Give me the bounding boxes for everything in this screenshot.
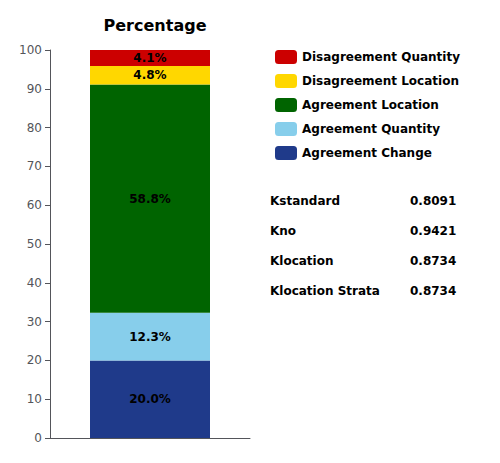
svg-text:Agreement Change: Agreement Change bbox=[302, 146, 432, 160]
svg-text:Disagreement Location: Disagreement Location bbox=[302, 74, 459, 88]
svg-text:70: 70 bbox=[27, 159, 42, 173]
svg-text:0: 0 bbox=[34, 431, 42, 445]
svg-text:58.8%: 58.8% bbox=[129, 192, 171, 206]
svg-text:60: 60 bbox=[27, 198, 42, 212]
svg-text:0.8091: 0.8091 bbox=[410, 194, 456, 208]
svg-text:Klocation: Klocation bbox=[270, 254, 334, 268]
svg-text:0.8734: 0.8734 bbox=[410, 284, 456, 298]
svg-text:0.9421: 0.9421 bbox=[410, 224, 456, 238]
svg-text:0.8734: 0.8734 bbox=[410, 254, 456, 268]
svg-text:20: 20 bbox=[27, 353, 42, 367]
svg-text:10: 10 bbox=[27, 392, 42, 406]
svg-text:4.8%: 4.8% bbox=[133, 68, 166, 82]
svg-text:Percentage: Percentage bbox=[104, 16, 207, 35]
svg-text:Disagreement Quantity: Disagreement Quantity bbox=[302, 50, 460, 64]
svg-text:80: 80 bbox=[27, 121, 42, 135]
svg-text:12.3%: 12.3% bbox=[129, 330, 171, 344]
svg-text:Kstandard: Kstandard bbox=[270, 194, 340, 208]
svg-text:Agreement Location: Agreement Location bbox=[302, 98, 439, 112]
svg-text:4.1%: 4.1% bbox=[133, 51, 166, 65]
svg-text:90: 90 bbox=[27, 82, 42, 96]
svg-text:20.0%: 20.0% bbox=[129, 392, 171, 406]
svg-text:Kno: Kno bbox=[270, 224, 296, 238]
svg-text:100: 100 bbox=[19, 43, 42, 57]
svg-text:50: 50 bbox=[27, 237, 42, 251]
svg-text:Klocation Strata: Klocation Strata bbox=[270, 284, 380, 298]
svg-text:30: 30 bbox=[27, 315, 42, 329]
svg-text:Agreement Quantity: Agreement Quantity bbox=[302, 122, 440, 136]
svg-text:40: 40 bbox=[27, 276, 42, 290]
